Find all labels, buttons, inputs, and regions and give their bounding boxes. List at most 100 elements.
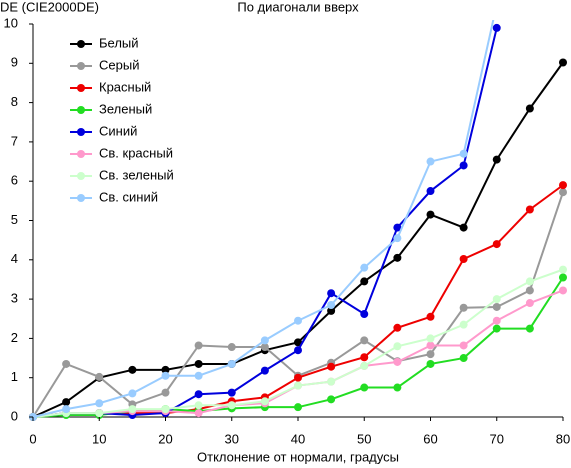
- legend-marker: [77, 172, 85, 180]
- data-point: [426, 341, 435, 350]
- data-point: [426, 334, 435, 343]
- data-point: [459, 223, 468, 232]
- data-point: [62, 359, 71, 368]
- data-point: [426, 312, 435, 321]
- data-point: [492, 316, 501, 325]
- data-point: [62, 405, 71, 414]
- data-point: [327, 362, 336, 371]
- data-point: [294, 373, 302, 382]
- data-point: [492, 295, 501, 304]
- legend-marker: [77, 84, 85, 92]
- legend-marker: [77, 62, 85, 70]
- legend-marker: [77, 106, 85, 114]
- x-tick-label: 10: [92, 431, 106, 446]
- data-point: [194, 371, 203, 380]
- data-point: [294, 381, 302, 390]
- data-point: [559, 181, 567, 190]
- data-point: [360, 277, 369, 286]
- data-point: [459, 341, 468, 350]
- data-point: [161, 405, 170, 414]
- data-point: [492, 240, 501, 249]
- data-point: [426, 187, 435, 196]
- plot-area: [29, 0, 567, 421]
- x-tick-label: 80: [556, 431, 570, 446]
- data-point: [227, 359, 236, 368]
- data-point: [492, 302, 501, 311]
- data-point: [493, 0, 501, 8]
- data-point: [393, 383, 402, 392]
- data-point: [360, 336, 369, 345]
- data-point: [426, 359, 435, 368]
- legend-label: Св. синий: [99, 189, 158, 204]
- data-point: [393, 357, 402, 366]
- data-point: [227, 343, 236, 352]
- data-point: [128, 405, 137, 414]
- data-point: [95, 399, 104, 408]
- data-point: [227, 401, 236, 410]
- data-point: [194, 401, 203, 410]
- data-point: [294, 338, 302, 347]
- data-point: [260, 366, 269, 375]
- y-tick-label: 10: [4, 15, 18, 30]
- data-point: [260, 397, 269, 406]
- legend-marker: [77, 194, 85, 202]
- y-tick-label: 5: [11, 212, 18, 227]
- y-tick-label: 4: [11, 251, 18, 266]
- data-point: [459, 320, 468, 329]
- y-tick-label: 6: [11, 173, 18, 188]
- data-point: [95, 372, 104, 381]
- data-point: [360, 383, 369, 392]
- y-tick-label: 3: [11, 291, 18, 306]
- data-point: [426, 157, 435, 166]
- chart-title: По диагонали вверх: [237, 0, 359, 14]
- data-point: [393, 234, 402, 243]
- data-point: [95, 409, 104, 418]
- data-point: [327, 300, 336, 309]
- x-tick-label: 30: [225, 431, 239, 446]
- data-point: [161, 365, 170, 374]
- data-point: [393, 253, 402, 262]
- data-point: [294, 316, 302, 325]
- data-point: [426, 350, 435, 359]
- data-point: [128, 389, 137, 398]
- y-axis-label: DE (CIE2000DE): [0, 0, 99, 14]
- data-point: [360, 263, 369, 272]
- data-point: [260, 336, 269, 345]
- legend-label: Белый: [99, 35, 139, 50]
- data-point: [559, 273, 567, 282]
- x-tick-label: 0: [29, 431, 36, 446]
- data-point: [426, 210, 435, 219]
- data-point: [525, 104, 534, 113]
- x-tick-label: 20: [158, 431, 172, 446]
- data-point: [194, 409, 203, 418]
- y-tick-label: 0: [11, 408, 18, 423]
- x-tick-label: 60: [423, 431, 437, 446]
- y-tick-label: 8: [11, 94, 18, 109]
- data-point: [393, 323, 402, 332]
- data-point: [459, 255, 468, 264]
- data-point: [525, 277, 534, 286]
- data-point: [294, 403, 302, 412]
- data-point: [327, 306, 336, 315]
- y-tick-label: 7: [11, 133, 18, 148]
- legend-label: Красный: [99, 79, 151, 94]
- data-point: [459, 149, 468, 158]
- legend-label: Зеленый: [99, 101, 152, 116]
- data-point: [559, 58, 567, 67]
- y-tick-label: 9: [11, 55, 18, 70]
- data-point: [194, 390, 203, 399]
- legend-label: Серый: [99, 57, 139, 72]
- data-point: [559, 188, 567, 197]
- data-point: [393, 223, 402, 232]
- data-point: [194, 341, 203, 350]
- data-point: [62, 398, 71, 407]
- legend-marker: [77, 150, 85, 158]
- y-tick-label: 1: [11, 369, 18, 384]
- data-point: [492, 23, 501, 32]
- data-point: [525, 324, 534, 333]
- data-point: [194, 359, 203, 368]
- data-point: [227, 388, 236, 397]
- legend-marker: [77, 128, 85, 136]
- y-tick-label: 2: [11, 330, 18, 345]
